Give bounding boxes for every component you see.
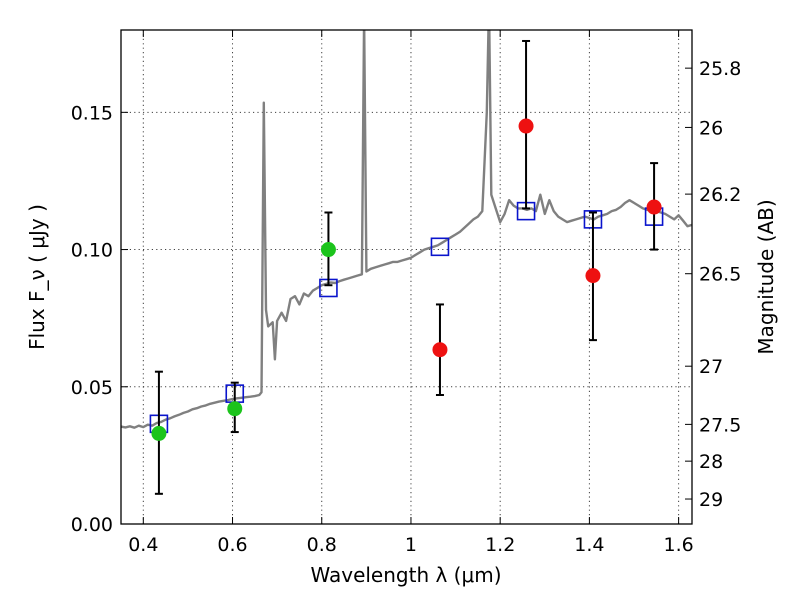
data-point <box>320 242 336 258</box>
plot-area <box>121 30 692 495</box>
tick-labels: 0.4 0.6 0.8 1 1.2 1.4 1.6 0.00 0.05 0.10 0.15 25.8 2… <box>71 58 742 556</box>
x-axis-title: Wavelength λ (μm) <box>310 563 501 587</box>
x-tick-label: 1.6 <box>664 534 694 556</box>
x-tick-label: 0.4 <box>128 534 158 556</box>
y2-tick-label: 25.8 <box>699 58 741 80</box>
y-axis-title: Flux F_ν ( μJy ) <box>25 204 49 350</box>
plot-background <box>121 30 692 524</box>
x-tick-label: 1.4 <box>574 534 604 556</box>
y-tick-label: 0.00 <box>71 514 113 536</box>
x-tick-label: 1 <box>405 534 417 556</box>
y2-tick-label: 28 <box>699 451 723 473</box>
y2-tick-label: 26.5 <box>699 264 741 286</box>
y2-tick-label: 29 <box>699 489 723 511</box>
x-tick-label: 1.2 <box>485 534 515 556</box>
model-box-marker <box>430 237 450 257</box>
data-point <box>227 401 243 417</box>
y2-tick-label: 27 <box>699 356 723 378</box>
data-point <box>432 342 448 358</box>
x-tick-label: 0.6 <box>217 534 247 556</box>
data-point <box>518 118 534 134</box>
y-tick-label: 0.15 <box>71 102 113 124</box>
y-tick-label: 0.05 <box>71 377 113 399</box>
data-point <box>585 268 601 284</box>
x-tick-label: 0.8 <box>307 534 337 556</box>
y-tick-label: 0.10 <box>71 240 113 262</box>
plot-frame <box>120 29 693 525</box>
y2-axis-title: Magnitude (AB) <box>754 199 778 354</box>
y2-tick-label: 26 <box>699 117 723 139</box>
axis-ticks <box>121 30 692 525</box>
y2-tick-label: 26.2 <box>699 184 741 206</box>
data-point <box>646 199 662 215</box>
y2-tick-label: 27.5 <box>699 414 741 436</box>
data-point <box>151 425 167 441</box>
